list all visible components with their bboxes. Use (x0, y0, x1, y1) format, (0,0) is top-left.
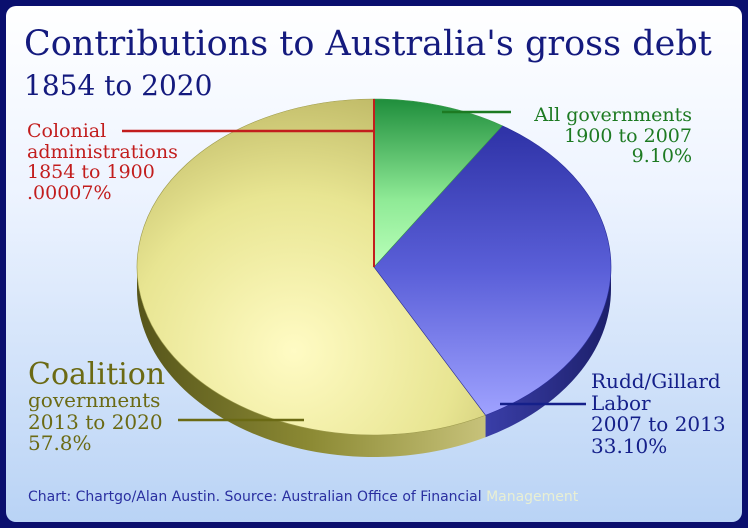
pie-side-coalition (137, 267, 486, 458)
label-coalition-line: Coalition (28, 357, 166, 392)
label-labor-line: Rudd/Gillard (591, 369, 721, 393)
label-all-governments: All governments 1900 to 2007 9.10% (534, 105, 692, 167)
label-all-governments-line: 1900 to 2007 (564, 124, 692, 147)
label-labor-line: 2007 to 2013 (591, 412, 726, 437)
pie-slice-coalition (136, 98, 487, 436)
label-all-governments-value: 9.10% (631, 145, 692, 168)
pie-slice-all-governments (373, 98, 503, 268)
chart-subtitle: 1854 to 2020 (24, 69, 213, 102)
pie-chart (122, 98, 612, 458)
chart-frame: Contributions to Australia's gross debt … (6, 6, 742, 522)
chart-title: Contributions to Australia's gross debt (24, 24, 712, 64)
label-colonial-value: .00007% (27, 181, 112, 204)
label-colonial-line: 1854 to 1900 (27, 161, 155, 184)
pie-slice-labor (373, 125, 612, 416)
source-faded-text: Management (486, 489, 579, 505)
label-colonial-line: Colonial (27, 120, 107, 142)
label-coalition-line: 2013 to 2020 (28, 409, 163, 434)
label-coalition-value: 57.8% (28, 431, 92, 456)
label-labor-line: Labor (591, 390, 651, 415)
source-text: Chart: Chartgo/Alan Austin. Source: Aust… (28, 489, 487, 505)
label-all-governments-line: All governments (534, 104, 692, 126)
source-note: Chart: Chartgo/Alan Austin. Source: Aust… (28, 489, 578, 505)
label-labor: Rudd/Gillard Labor 2007 to 2013 33.10% (591, 369, 726, 458)
label-colonial: Colonial administrations 1854 to 1900 .0… (27, 121, 178, 203)
label-coalition-line: governments (28, 388, 161, 412)
label-labor-value: 33.10% (591, 433, 668, 458)
label-colonial-line: administrations (27, 140, 178, 163)
pie-side-labor (485, 267, 612, 438)
label-coalition: Coalition governments 2013 to 2020 57.8% (28, 360, 165, 455)
